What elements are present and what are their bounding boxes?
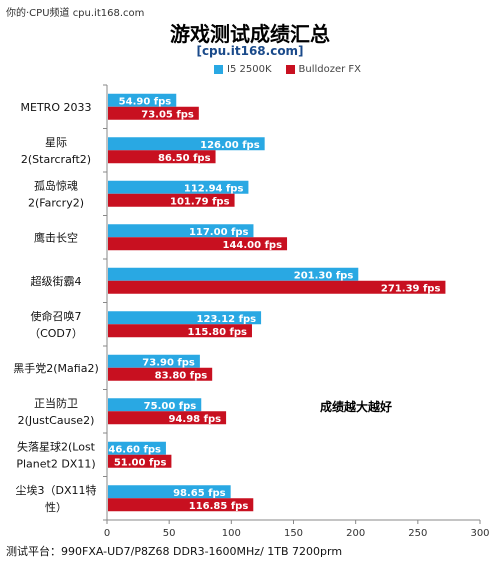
category-label: 使命召唤7 <box>31 309 82 323</box>
data-label: 101.79 fps <box>170 196 230 207</box>
data-label: 126.00 fps <box>200 140 260 151</box>
data-label: 83.80 fps <box>155 370 208 381</box>
bar-fx <box>108 280 446 294</box>
data-label: 73.90 fps <box>142 357 195 368</box>
legend-label-i5: I5 2500K <box>227 64 272 75</box>
x-tick-label: 100 <box>222 528 241 539</box>
category-label: （COD7） <box>29 327 83 340</box>
x-tick-label: 0 <box>104 528 110 539</box>
watermark-text: 你的·CPU频道 cpu.it168.com <box>6 8 145 19</box>
bar-i5 <box>108 398 202 412</box>
data-label: 144.00 fps <box>223 240 283 251</box>
bar-fx <box>108 454 172 468</box>
bar-i5 <box>108 441 166 455</box>
annotation-note: 成绩越大越好 <box>320 400 393 414</box>
x-tick-label: 250 <box>408 528 427 539</box>
data-label: 51.00 fps <box>114 457 167 468</box>
data-label: 116.85 fps <box>189 501 249 512</box>
data-label: 117.00 fps <box>189 227 249 238</box>
data-label: 94.98 fps <box>169 414 222 425</box>
chart-subtitle: [cpu.it168.com] <box>196 44 304 58</box>
category-label: 2(Starcraft2) <box>21 153 91 166</box>
bar-fx <box>108 150 216 164</box>
bar-i5 <box>108 267 359 281</box>
bar-i5 <box>108 354 200 368</box>
category-label: 黑手党2(Mafia2) <box>13 361 98 375</box>
category-label: 2(JustCause2) <box>18 414 95 427</box>
chart-title: 游戏测试成绩汇总 <box>170 22 330 46</box>
category-label: 孤岛惊魂 <box>34 178 78 192</box>
legend-swatch-fx <box>285 65 295 74</box>
footer-platform: 测试平台：990FXA-UD7/P8Z68 DDR3-1600MHz/ 1TB … <box>6 545 343 558</box>
data-label: 201.30 fps <box>294 270 354 281</box>
bar-fx <box>108 237 288 251</box>
bar-fx <box>108 411 227 425</box>
x-tick-label: 200 <box>346 528 365 539</box>
data-label: 123.12 fps <box>197 314 257 325</box>
x-tick-label: 150 <box>284 528 303 539</box>
bar-fx <box>108 367 213 381</box>
bar-i5 <box>108 311 262 325</box>
data-label: 98.65 fps <box>173 488 226 499</box>
x-tick-label: 300 <box>470 528 489 539</box>
bar-fx <box>108 106 199 120</box>
data-label: 112.94 fps <box>184 183 244 194</box>
category-label: 失落星球2(Lost <box>17 439 96 453</box>
legend-item-i5: I5 2500K <box>214 64 272 75</box>
data-label: 73.05 fps <box>141 109 194 120</box>
category-label: 超级街霸4 <box>31 274 82 288</box>
bar-i5 <box>108 137 265 151</box>
chart-legend: I5 2500K Bulldozer FX <box>214 64 361 75</box>
legend-swatch-i5 <box>214 65 223 74</box>
bar-i5 <box>108 93 177 107</box>
data-label: 54.90 fps <box>119 96 172 107</box>
bar-i5 <box>108 485 231 499</box>
category-label: 2(Farcry2) <box>28 196 84 209</box>
data-label: 86.50 fps <box>158 153 211 164</box>
data-label: 75.00 fps <box>144 401 197 412</box>
bar-fx <box>108 498 254 512</box>
data-label: 271.39 fps <box>381 283 441 294</box>
data-label: 46.60 fps <box>108 444 161 455</box>
category-label: 性） <box>45 500 67 514</box>
legend-label-fx: Bulldozer FX <box>298 64 362 75</box>
category-label: METRO 2033 <box>21 101 92 114</box>
data-label: 115.80 fps <box>187 327 247 338</box>
category-label: 尘埃3（DX11特 <box>15 483 96 497</box>
category-label: Planet2 DX11) <box>16 457 95 470</box>
legend-item-fx: Bulldozer FX <box>285 64 362 75</box>
bar-i5 <box>108 224 254 238</box>
category-label: 鹰击长空 <box>34 230 78 244</box>
bar-i5 <box>108 180 249 194</box>
x-tick-label: 50 <box>163 528 176 539</box>
bar-fx <box>108 193 235 207</box>
category-label: 正当防卫 <box>34 396 78 410</box>
category-label: 星际 <box>45 136 67 149</box>
bar-fx <box>108 324 252 338</box>
